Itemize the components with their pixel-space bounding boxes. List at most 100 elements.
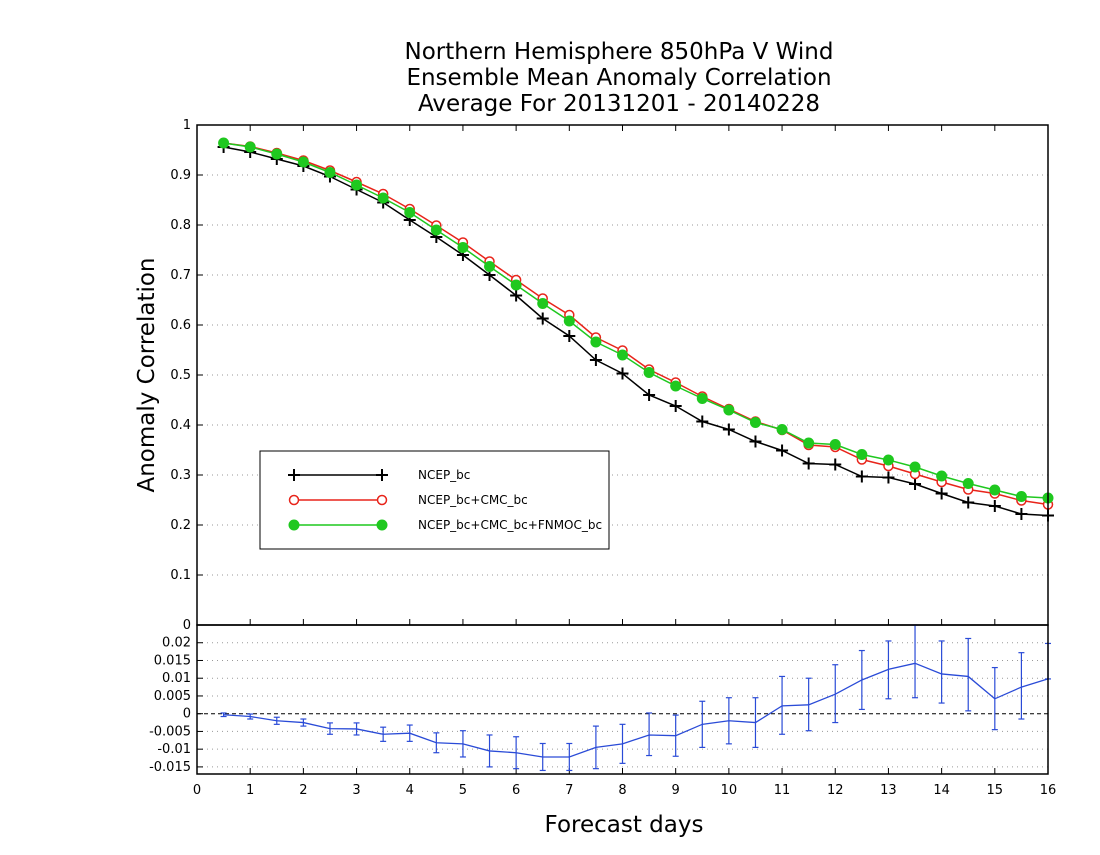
x-tick-label: 7 xyxy=(565,783,573,798)
data-point-series-1 xyxy=(935,487,948,500)
x-tick-label: 3 xyxy=(352,783,360,798)
data-point-series-3 xyxy=(351,179,363,191)
lower-plot-frame xyxy=(196,624,1049,775)
data-point-series-3 xyxy=(776,424,788,435)
y-tick-label: 0.9 xyxy=(170,168,191,183)
y-tick-label: 0.6 xyxy=(170,318,191,333)
y-tick-label: 0.01 xyxy=(162,671,191,686)
data-point-series-3 xyxy=(1015,491,1027,502)
data-point-series-3 xyxy=(962,478,974,489)
chart-title-line-3: Average For 20131201 - 20140228 xyxy=(418,91,820,117)
x-tick-label: 12 xyxy=(827,783,844,798)
y-tick-label: 0.005 xyxy=(154,689,191,704)
x-axis-label: Forecast days xyxy=(545,812,704,838)
y-tick-label: 0.015 xyxy=(154,653,191,668)
data-point-series-3 xyxy=(563,315,575,327)
series-line-2 xyxy=(223,142,1049,506)
x-tick-label: 4 xyxy=(406,783,414,798)
x-tick-label: 10 xyxy=(721,783,738,798)
legend-entry-3: NCEP_bc+CMC_bc+FNMOC_bc xyxy=(288,518,602,532)
x-tick-label: 6 xyxy=(512,783,520,798)
data-point-series-3 xyxy=(643,367,655,378)
legend-marker xyxy=(376,469,388,481)
y-tick-label: 0 xyxy=(183,618,191,633)
x-tick-label: 13 xyxy=(880,783,897,798)
data-point-series-1 xyxy=(749,435,762,448)
legend-label: NCEP_bc+CMC_bc+FNMOC_bc xyxy=(418,518,602,532)
data-point-series-3 xyxy=(856,449,868,460)
x-tick-label: 5 xyxy=(459,783,467,798)
x-tick-label: 15 xyxy=(987,783,1004,798)
data-point-series-3 xyxy=(749,417,761,428)
y-tick-label: 0.3 xyxy=(170,468,191,483)
y-tick-label: 0.1 xyxy=(170,568,191,583)
data-point-series-1 xyxy=(802,457,815,470)
x-tick-label: 0 xyxy=(193,783,201,798)
legend-marker xyxy=(376,494,388,506)
data-point-series-3 xyxy=(297,156,309,168)
y-tick-label: 1 xyxy=(183,118,191,133)
data-point-series-3 xyxy=(430,224,442,236)
y-axis-label: Anomaly Correlation xyxy=(134,257,160,492)
data-point-series-3 xyxy=(537,298,549,309)
y-tick-label: 0.4 xyxy=(170,418,191,433)
chart-title: Northern Hemisphere 850hPa V Wind Ensemb… xyxy=(405,39,834,117)
data-point-series-3 xyxy=(271,148,283,160)
data-point-series-3 xyxy=(909,461,921,473)
data-point-series-1 xyxy=(589,354,602,366)
data-point-series-1 xyxy=(643,389,656,401)
x-tick-label: 2 xyxy=(299,783,307,798)
x-tick-label: 8 xyxy=(618,783,626,798)
series-line-1 xyxy=(223,146,1049,517)
data-point-series-1 xyxy=(909,478,922,490)
chart-title-line-2: Ensemble Mean Anomaly Correlation xyxy=(406,65,831,91)
legend-marker xyxy=(288,519,300,531)
data-point-series-1 xyxy=(988,500,1001,512)
legend-label: NCEP_bc xyxy=(418,468,470,482)
data-point-series-1 xyxy=(669,400,682,412)
data-point-series-3 xyxy=(829,439,841,450)
data-point-series-1 xyxy=(882,471,895,484)
data-point-series-3 xyxy=(244,141,256,153)
data-point-series-3 xyxy=(803,437,815,449)
y-tick-label: 0.5 xyxy=(170,368,191,383)
upper-panel: 0 0.1 0.2 0.3 0.4 0.5 0.6 0.7 0.8 0.9 1 xyxy=(170,118,1054,633)
data-point-series-1 xyxy=(776,444,789,457)
data-point-series-3 xyxy=(484,261,496,272)
legend-label: NCEP_bc+CMC_bc xyxy=(418,493,528,507)
data-point-series-3 xyxy=(936,470,948,482)
data-point-series-3 xyxy=(882,454,894,466)
data-point-series-1 xyxy=(536,312,549,325)
data-point-series-1 xyxy=(722,423,735,436)
data-point-series-3 xyxy=(723,404,735,416)
legend: NCEP_bc NCEP_bc+CMC_bc NCEP_bc+CMC_bc+FNMO… xyxy=(259,450,610,550)
legend-entry-1: NCEP_bc xyxy=(288,468,470,482)
y-tick-label: -0.005 xyxy=(149,724,191,739)
difference-line xyxy=(223,662,1049,758)
y-tick-label: -0.01 xyxy=(157,742,191,757)
data-point-series-3 xyxy=(510,279,522,291)
data-point-series-3 xyxy=(457,242,469,253)
legend-marker xyxy=(288,469,300,481)
y-tick-label: 0.2 xyxy=(170,518,191,533)
chart-title-line-1: Northern Hemisphere 850hPa V Wind xyxy=(405,39,834,65)
legend-marker xyxy=(288,494,300,506)
data-point-series-3 xyxy=(989,484,1001,496)
data-point-series-3 xyxy=(324,167,336,178)
data-point-series-1 xyxy=(1015,508,1028,520)
y-tick-label: 0 xyxy=(183,707,191,722)
data-point-series-1 xyxy=(510,289,523,302)
data-point-series-1 xyxy=(855,470,868,483)
data-point-series-3 xyxy=(590,336,602,348)
y-tick-label: -0.015 xyxy=(149,760,191,775)
data-point-series-1 xyxy=(962,496,975,509)
data-point-series-1 xyxy=(616,367,629,380)
series-line-3 xyxy=(223,142,1049,499)
data-point-series-1 xyxy=(696,415,709,428)
x-tick-label: 11 xyxy=(774,783,791,798)
data-point-series-3 xyxy=(617,349,628,361)
y-tick-label: 0.7 xyxy=(170,268,191,283)
data-point-series-3 xyxy=(696,393,708,404)
